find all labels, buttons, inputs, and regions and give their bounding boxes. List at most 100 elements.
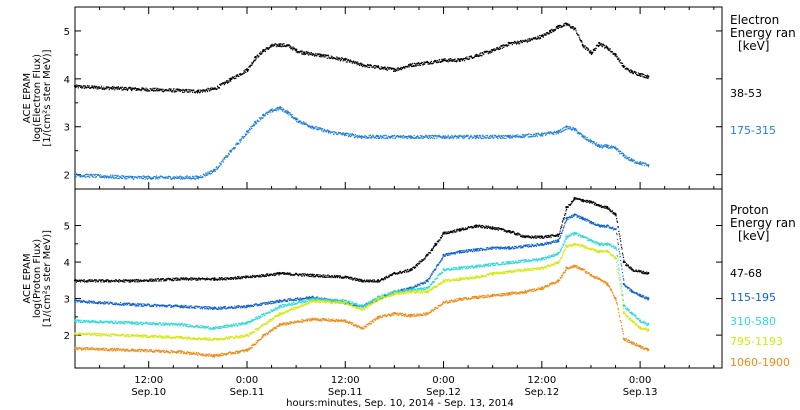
scatter-dot [443, 137, 446, 139]
scatter-dot [313, 274, 316, 276]
scatter-dot [278, 301, 280, 304]
scatter-dot [368, 66, 371, 69]
scatter-dot [586, 201, 588, 203]
scatter-dot [505, 137, 507, 140]
scatter-dot [454, 58, 456, 60]
scatter-dot [168, 90, 170, 92]
scatter-dot [542, 36, 544, 38]
scatter-dot [405, 287, 407, 289]
scatter-dot [224, 158, 226, 160]
scatter-dot [594, 49, 596, 52]
scatter-dot [600, 204, 602, 206]
scatter-dot [157, 90, 160, 92]
scatter-dot [225, 279, 227, 281]
scatter-dot [473, 226, 475, 228]
scatter-dot [336, 57, 338, 59]
scatter-dot [606, 146, 609, 148]
scatter-dot [266, 273, 268, 275]
scatter-dot [618, 230, 620, 233]
scatter-dot [411, 136, 413, 138]
scatter-dot [521, 246, 524, 248]
proton-legend-title: [keV] [738, 229, 769, 243]
scatter-dot [229, 277, 231, 279]
scatter-dot [138, 303, 140, 306]
scatter-dot [556, 235, 558, 237]
scatter-dot [531, 243, 533, 245]
scatter-dot [260, 51, 262, 53]
scatter-dot [348, 135, 351, 137]
scatter-dot [646, 74, 649, 76]
scatter-dot [125, 303, 127, 305]
scatter-dot [626, 67, 629, 70]
scatter-dot [322, 276, 325, 278]
scatter-dot [454, 59, 456, 61]
scatter-dot [595, 204, 597, 206]
scatter-dot [206, 89, 208, 92]
scatter-dot [128, 281, 130, 283]
scatter-dot [290, 47, 292, 50]
scatter-dot [512, 248, 514, 250]
scatter-dot [505, 248, 508, 250]
scatter-dot [366, 279, 368, 281]
scatter-dot [531, 38, 533, 40]
scatter-dot [253, 60, 255, 62]
scatter-dot [638, 73, 640, 75]
scatter-dot [414, 284, 417, 286]
scatter-dot [93, 302, 95, 304]
scatter-dot [585, 136, 587, 138]
scatter-dot [185, 88, 187, 91]
scatter-dot [446, 60, 448, 63]
scatter-dot [583, 200, 585, 202]
scatter-dot [624, 157, 626, 159]
scatter-dot [235, 77, 237, 79]
scatter-dot [615, 147, 617, 149]
scatter-dot [590, 53, 593, 56]
scatter-dot [543, 34, 545, 36]
scatter-dot [399, 136, 401, 138]
scatter-dot [256, 305, 258, 307]
scatter-dot [211, 88, 213, 91]
scatter-dot [374, 67, 377, 69]
scatter-dot [176, 177, 179, 179]
scatter-dot [200, 175, 202, 177]
scatter-dot [322, 131, 325, 133]
scatter-dot [264, 114, 266, 116]
scatter-dot [555, 133, 557, 135]
scatter-dot [508, 44, 510, 46]
scatter-dot [104, 175, 106, 177]
scatter-dot [552, 31, 554, 33]
scatter-dot [181, 178, 184, 180]
scatter-dot [549, 133, 551, 135]
scatter-dot [256, 56, 258, 58]
scatter-dot [303, 275, 306, 277]
scatter-dot [296, 51, 298, 53]
scatter-dot [244, 275, 246, 277]
scatter-dot [279, 106, 281, 108]
scatter-dot [327, 54, 329, 56]
scatter-dot [438, 58, 441, 61]
scatter-dot [275, 274, 277, 276]
scatter-dot [406, 137, 408, 139]
scatter-dot [356, 279, 358, 282]
scatter-dot [361, 137, 363, 139]
scatter-dot [604, 144, 606, 146]
scatter-dot [279, 272, 281, 274]
scatter-dot [479, 249, 481, 251]
scatter-dot [103, 88, 105, 91]
scatter-dot [145, 90, 147, 92]
scatter-dot [134, 303, 136, 305]
scatter-dot [471, 227, 473, 229]
scatter-dot [122, 303, 124, 305]
scatter-dot [453, 231, 455, 233]
scatter-dot [211, 172, 213, 174]
scatter-dot [574, 198, 576, 200]
scatter-dot [137, 279, 139, 281]
scatter-dot [423, 63, 426, 65]
scatter-dot [151, 89, 154, 91]
scatter-dot [194, 178, 196, 180]
scatter-dot [354, 304, 356, 306]
scatter-dot [140, 304, 143, 306]
scatter-dot [502, 44, 504, 46]
scatter-dot [575, 129, 578, 131]
scatter-dot [279, 45, 281, 47]
